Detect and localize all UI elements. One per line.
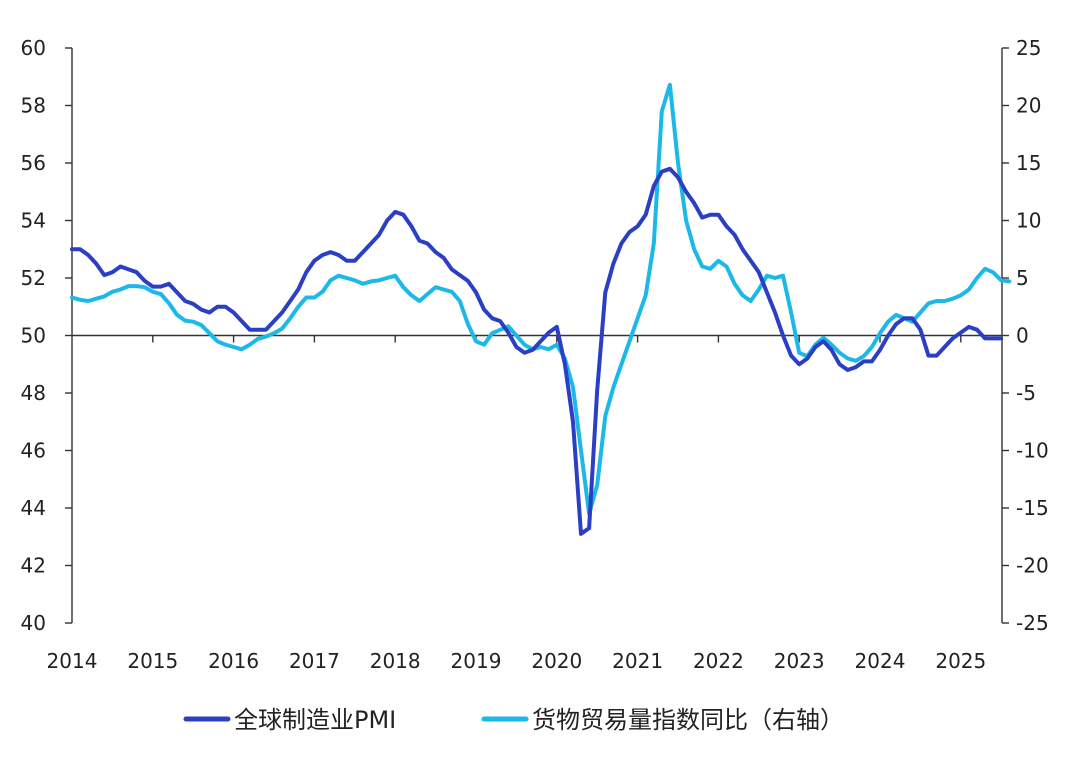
x-tick-label: 2024 bbox=[855, 649, 906, 673]
x-ticks: 2014 2015 2016 2017 2018 2019 2020 2021 2022 2023… bbox=[47, 335, 986, 673]
x-tick-label: 2017 bbox=[289, 649, 340, 673]
right-tick-label: 5 bbox=[1016, 266, 1029, 290]
right-ticks: -25 -20 -15 -10 -5 0 5 10 15 20 25 bbox=[1002, 36, 1049, 635]
right-tick-label: -15 bbox=[1016, 496, 1049, 520]
x-tick-label: 2019 bbox=[451, 649, 502, 673]
left-tick-label: 52 bbox=[21, 266, 46, 290]
right-tick-label: 25 bbox=[1016, 36, 1041, 60]
x-tick-label: 2021 bbox=[612, 649, 663, 673]
series-layer bbox=[70, 82, 1012, 536]
right-tick-label: -10 bbox=[1016, 439, 1049, 463]
x-tick-label: 2014 bbox=[47, 649, 98, 673]
left-tick-label: 40 bbox=[21, 611, 46, 635]
legend-label-trade: 货物贸易量指数同比（右轴） bbox=[532, 706, 844, 734]
left-tick-label: 48 bbox=[21, 381, 46, 405]
right-tick-label: -25 bbox=[1016, 611, 1049, 635]
right-tick-label: 15 bbox=[1016, 151, 1041, 175]
left-tick-label: 50 bbox=[21, 324, 46, 348]
right-tick-label: 20 bbox=[1016, 94, 1041, 118]
left-tick-label: 42 bbox=[21, 554, 46, 578]
x-tick-label: 2018 bbox=[370, 649, 421, 673]
x-tick-label: 2020 bbox=[531, 649, 582, 673]
left-tick-label: 56 bbox=[21, 151, 46, 175]
legend: 全球制造业PMI 货物贸易量指数同比（右轴） bbox=[183, 706, 844, 734]
left-tick-label: 44 bbox=[21, 496, 46, 520]
left-tick-label: 60 bbox=[21, 36, 46, 60]
right-tick-label: -20 bbox=[1016, 554, 1049, 578]
x-tick-label: 2015 bbox=[127, 649, 178, 673]
right-tick-label: -5 bbox=[1016, 381, 1036, 405]
left-tick-label: 46 bbox=[21, 439, 46, 463]
x-tick-label: 2016 bbox=[208, 649, 259, 673]
left-tick-label: 54 bbox=[21, 209, 46, 233]
x-tick-label: 2022 bbox=[693, 649, 744, 673]
left-ticks: 40 42 44 46 48 50 52 54 56 58 60 bbox=[21, 36, 72, 635]
right-tick-label: 0 bbox=[1016, 324, 1029, 348]
legend-label-pmi: 全球制造业PMI bbox=[234, 706, 396, 734]
right-tick-label: 10 bbox=[1016, 209, 1041, 233]
left-tick-label: 58 bbox=[21, 94, 46, 118]
x-tick-label: 2023 bbox=[774, 649, 825, 673]
series-line-trade bbox=[70, 82, 1012, 516]
x-tick-label: 2025 bbox=[935, 649, 986, 673]
series-line-pmi bbox=[70, 166, 1004, 536]
